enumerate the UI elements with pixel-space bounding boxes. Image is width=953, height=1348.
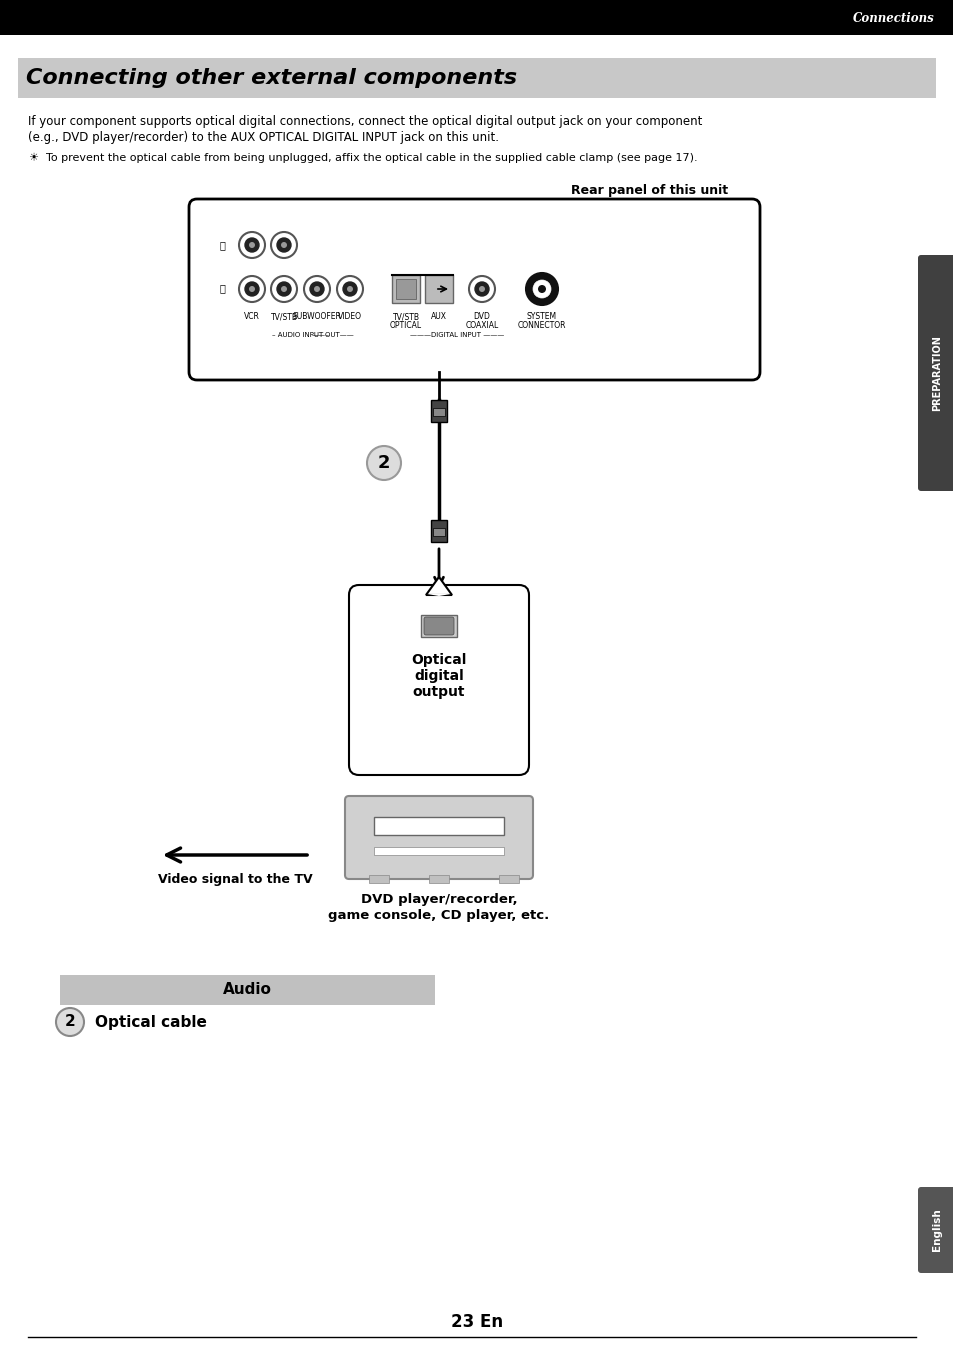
Circle shape xyxy=(314,286,319,293)
Text: SUBWOOFER: SUBWOOFER xyxy=(293,311,341,321)
Circle shape xyxy=(533,280,551,298)
Text: output: output xyxy=(413,685,465,700)
Text: ——OUT——: ——OUT—— xyxy=(312,332,354,338)
Text: To prevent the optical cable from being unplugged, affix the optical cable in th: To prevent the optical cable from being … xyxy=(46,154,697,163)
Circle shape xyxy=(367,446,400,480)
Text: English: English xyxy=(931,1209,942,1251)
Text: Audio: Audio xyxy=(223,983,272,998)
Bar xyxy=(429,875,449,883)
Text: 23 En: 23 En xyxy=(451,1313,502,1330)
Circle shape xyxy=(276,282,291,297)
FancyBboxPatch shape xyxy=(423,617,454,635)
Text: Connections: Connections xyxy=(852,12,934,24)
Text: VCR: VCR xyxy=(244,311,259,321)
Circle shape xyxy=(249,243,254,248)
Text: CONNECTOR: CONNECTOR xyxy=(517,321,566,330)
Circle shape xyxy=(537,284,545,293)
FancyBboxPatch shape xyxy=(917,255,953,491)
Bar xyxy=(424,275,453,303)
Bar xyxy=(18,58,935,98)
FancyBboxPatch shape xyxy=(917,1188,953,1273)
Bar xyxy=(369,875,389,883)
Text: VIDEO: VIDEO xyxy=(337,311,361,321)
Circle shape xyxy=(56,1008,84,1037)
Bar xyxy=(431,520,447,542)
Text: (e.g., DVD player/recorder) to the AUX OPTICAL DIGITAL INPUT jack on this unit.: (e.g., DVD player/recorder) to the AUX O… xyxy=(28,131,498,144)
Bar xyxy=(420,615,456,638)
Text: ☀: ☀ xyxy=(28,154,38,163)
Bar xyxy=(392,275,419,303)
FancyBboxPatch shape xyxy=(345,797,533,879)
Bar xyxy=(433,408,444,417)
Bar xyxy=(433,528,444,537)
Text: Optical: Optical xyxy=(411,652,466,667)
Bar xyxy=(395,279,416,299)
Circle shape xyxy=(343,282,356,297)
Circle shape xyxy=(281,243,287,248)
Text: TV/STB: TV/STB xyxy=(271,311,297,321)
Circle shape xyxy=(525,274,558,305)
Text: Video signal to the TV: Video signal to the TV xyxy=(157,874,312,886)
Circle shape xyxy=(478,286,484,293)
Text: DVD: DVD xyxy=(473,311,490,321)
Text: ———DIGITAL INPUT ———: ———DIGITAL INPUT ——— xyxy=(410,332,503,338)
Text: TV/STB: TV/STB xyxy=(392,311,419,321)
Text: digital: digital xyxy=(414,669,463,683)
Text: DVD player/recorder,: DVD player/recorder, xyxy=(360,892,517,906)
Polygon shape xyxy=(427,594,451,596)
Circle shape xyxy=(310,282,324,297)
Bar xyxy=(498,875,518,883)
Text: PREPARATION: PREPARATION xyxy=(931,336,942,411)
Circle shape xyxy=(245,282,258,297)
Circle shape xyxy=(475,282,489,297)
Bar xyxy=(374,847,503,855)
Text: Optical cable: Optical cable xyxy=(95,1015,207,1030)
Bar xyxy=(0,0,953,35)
FancyBboxPatch shape xyxy=(189,200,760,380)
Text: AUX: AUX xyxy=(431,311,447,321)
Bar xyxy=(60,975,435,1006)
Text: Rear panel of this unit: Rear panel of this unit xyxy=(570,183,727,197)
Circle shape xyxy=(276,239,291,252)
Text: COAXIAL: COAXIAL xyxy=(465,321,498,330)
Circle shape xyxy=(347,286,353,293)
Text: OPTICAL: OPTICAL xyxy=(390,321,421,330)
Circle shape xyxy=(245,239,258,252)
Text: Ⓛ: Ⓛ xyxy=(219,240,225,249)
Text: If your component supports optical digital connections, connect the optical digi: If your component supports optical digit… xyxy=(28,115,701,128)
Text: Ⓡ: Ⓡ xyxy=(219,284,225,294)
Text: – AUDIO INPUT –: – AUDIO INPUT – xyxy=(273,332,329,338)
Circle shape xyxy=(281,286,287,293)
Text: SYSTEM: SYSTEM xyxy=(526,311,557,321)
Bar xyxy=(431,400,447,422)
Text: Connecting other external components: Connecting other external components xyxy=(26,67,517,88)
Circle shape xyxy=(249,286,254,293)
Polygon shape xyxy=(426,577,452,594)
Bar xyxy=(374,817,503,834)
Text: 2: 2 xyxy=(377,454,390,472)
Text: 2: 2 xyxy=(65,1015,75,1030)
Text: game console, CD player, etc.: game console, CD player, etc. xyxy=(328,909,549,922)
FancyBboxPatch shape xyxy=(349,585,529,775)
